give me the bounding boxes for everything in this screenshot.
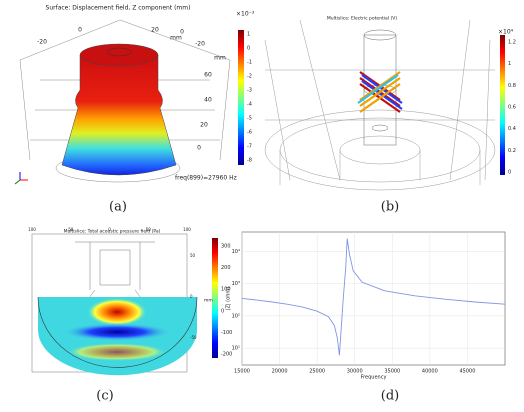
axis-label: 0 <box>180 29 184 36</box>
axis-label: 50 <box>146 227 152 232</box>
colorbar-tick-label: -2 <box>247 74 252 80</box>
colorbar-tick-label: 1.2 <box>508 40 516 46</box>
axis-label: mm <box>170 35 182 42</box>
y-tick-label: 10³ <box>232 281 240 287</box>
axis-label: 0 <box>190 294 193 299</box>
pressure-lobe <box>67 343 167 361</box>
colorbar-b <box>500 35 505 175</box>
axis-label: 20 <box>151 27 159 34</box>
colorbar-tick-label: -200 <box>221 352 232 358</box>
colorbar-tick-label: 0.8 <box>508 83 516 89</box>
piezo-stack <box>357 71 403 113</box>
caption: (b) <box>381 200 399 215</box>
axis-label: 60 <box>204 72 212 79</box>
pressure-max <box>87 298 147 326</box>
boundary <box>37 296 198 368</box>
x-tick-label: 30000 <box>347 369 363 375</box>
colorbar-tick-label: 200 <box>221 265 231 271</box>
colorbar-exponent: ×10⁻³ <box>236 11 255 18</box>
x-axis-label: Frequency <box>361 375 387 381</box>
colorbar-tick-label: 0.4 <box>508 126 516 132</box>
axis-label: 100 <box>28 227 36 232</box>
panel-title: Surface: Displacement field, Z component… <box>46 5 191 12</box>
colorbar-tick-label: -4 <box>247 102 252 108</box>
axis-label: -20 <box>195 41 205 48</box>
transducer-top <box>79 43 159 67</box>
caption: (d) <box>381 389 399 404</box>
colorbar-tick-label: 1 <box>247 32 250 38</box>
x-tick-label: 45000 <box>459 369 475 375</box>
colorbar-tick-label: 0 <box>221 308 224 314</box>
colorbar-tick-label: -1 <box>247 60 252 66</box>
axis-label: -50 <box>190 335 197 340</box>
transducer-body <box>61 54 177 176</box>
colorbar-tick-label: -100 <box>221 330 232 336</box>
x-tick-label: 15000 <box>234 369 250 375</box>
x-tick-label: 25000 <box>309 369 325 375</box>
colorbar-a <box>238 30 244 165</box>
colorbar-tick-label: -8 <box>247 158 252 164</box>
colorbar-tick-label: 100 <box>221 287 231 293</box>
caption: (c) <box>96 389 113 404</box>
axis-label: 0 <box>78 27 82 34</box>
colorbar-tick-label: 300 <box>221 244 231 250</box>
axis-label: 50 <box>190 253 196 258</box>
y-tick-label: 10⁴ <box>232 249 240 255</box>
axis-label: mm <box>214 55 226 62</box>
x-tick-label: 35000 <box>384 369 400 375</box>
axis-label: 50 <box>68 227 74 232</box>
axis-label: 100 <box>183 227 191 232</box>
colorbar-tick-label: 0 <box>247 46 250 52</box>
plot-area <box>241 231 506 366</box>
panel-title: Multislice: Electric potential (V) <box>327 16 397 22</box>
colorbar-tick-label: 0.6 <box>508 105 516 111</box>
colorbar-tick-label: -5 <box>247 116 252 122</box>
colorbar-tick-label: -7 <box>247 144 252 150</box>
colorbar-c <box>212 238 218 358</box>
colorbar-tick-label: -6 <box>247 130 252 136</box>
axis-label: 0 <box>108 227 111 232</box>
y-tick-label: 10² <box>232 313 240 319</box>
unit-label: mm <box>204 299 213 304</box>
colorbar-tick-label: 1 <box>508 61 511 67</box>
axis-triad <box>14 172 28 185</box>
axis-label: 0 <box>197 145 201 152</box>
axis-label: 20 <box>200 122 208 129</box>
y-axis-label: |Z| (ohm) <box>226 287 232 310</box>
impedance-plot: 15000 20000 25000 30000 35000 40000 45000 10¹ 10… <box>226 232 506 381</box>
axis-label: 40 <box>204 97 212 104</box>
x-tick-label: 20000 <box>272 369 288 375</box>
top-detail <box>106 47 132 57</box>
frequency-label: freq(899)=27960 Hz <box>175 175 237 182</box>
x-tick-label: 40000 <box>422 369 438 375</box>
colorbar-exponent: ×10⁴ <box>498 29 514 36</box>
axis-label: -20 <box>37 39 47 46</box>
colorbar-tick-label: -3 <box>247 88 252 94</box>
colorbar-tick-label: 0 <box>508 170 511 176</box>
pressure-min <box>62 323 172 341</box>
caption: (a) <box>109 200 127 215</box>
panel-b <box>264 19 496 191</box>
y-tick-label: 10¹ <box>232 346 240 352</box>
colorbar-tick-label: 0.2 <box>508 148 516 154</box>
impedance-line <box>241 238 506 356</box>
panel-title: Multislice: Total acoustic pressure fiel… <box>64 229 161 235</box>
